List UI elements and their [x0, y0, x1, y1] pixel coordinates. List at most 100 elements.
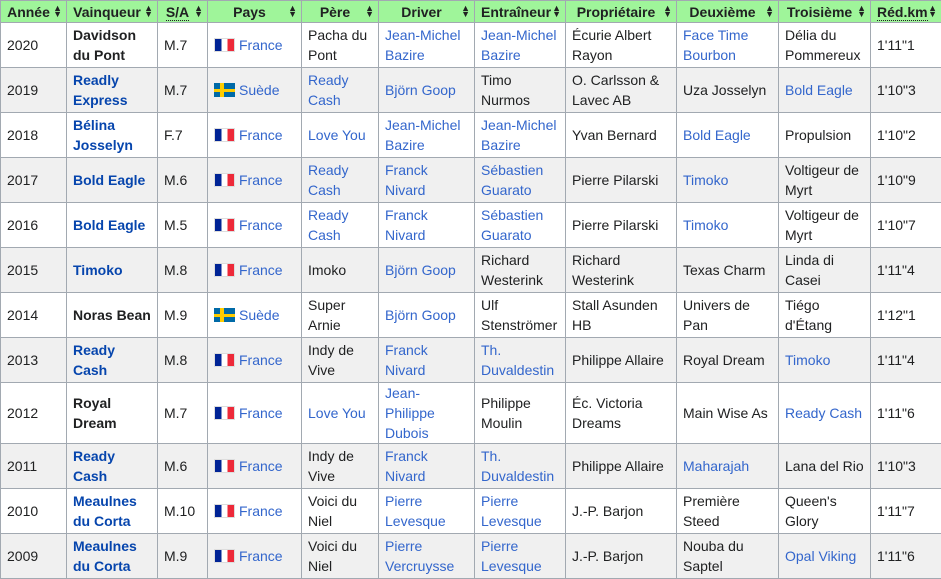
winner-link[interactable]: Timoko	[73, 262, 123, 278]
column-header-sire[interactable]: Père▲▼	[302, 1, 379, 23]
sort-icon[interactable]: ▲▼	[928, 5, 937, 17]
winner-link[interactable]: Bold Eagle	[73, 217, 145, 233]
year-text: 2010	[7, 503, 38, 519]
country-link[interactable]: France	[239, 37, 283, 53]
second-text: Uza Josselyn	[683, 82, 766, 98]
column-header-sex-age[interactable]: S/A▲▼	[158, 1, 208, 23]
sire-link[interactable]: Ready Cash	[308, 207, 348, 243]
winner-link[interactable]: Bold Eagle	[73, 172, 145, 188]
country-link[interactable]: France	[239, 503, 283, 519]
sort-icon[interactable]: ▲▼	[857, 5, 866, 17]
column-header-year[interactable]: Année▲▼	[1, 1, 67, 23]
second-link[interactable]: Maharajah	[683, 458, 749, 474]
cell-second: Uza Josselyn	[677, 68, 779, 113]
cell-country: France	[208, 489, 302, 534]
second-link[interactable]: Timoko	[683, 217, 728, 233]
france-flag-icon	[214, 173, 235, 187]
trainer-link[interactable]: Pierre Levesque	[481, 538, 542, 574]
third-link[interactable]: Timoko	[785, 352, 830, 368]
trainer-link[interactable]: Sébastien Guarato	[481, 162, 543, 198]
column-header-third[interactable]: Troisième▲▼	[779, 1, 871, 23]
cell-third: Délia du Pommereux	[779, 23, 871, 68]
winner-link[interactable]: Ready Cash	[73, 448, 115, 484]
owner-text: Stall Asunden HB	[572, 297, 658, 333]
trainer-link[interactable]: Jean-Michel Bazire	[481, 117, 556, 153]
sort-icon[interactable]: ▲▼	[144, 5, 153, 17]
country-link[interactable]: France	[239, 352, 283, 368]
trainer-link[interactable]: Th. Duvaldestin	[481, 448, 554, 484]
driver-link[interactable]: Pierre Levesque	[385, 493, 446, 529]
trainer-link[interactable]: Pierre Levesque	[481, 493, 542, 529]
second-text: Royal Dream	[683, 352, 765, 368]
driver-link[interactable]: Björn Goop	[385, 82, 456, 98]
cell-second: Timoko	[677, 158, 779, 203]
driver-link[interactable]: Franck Nivard	[385, 448, 428, 484]
winner-link[interactable]: Bélina Josselyn	[73, 117, 133, 153]
cell-trainer: Pierre Levesque	[475, 489, 566, 534]
winner-link[interactable]: Meaulnes du Corta	[73, 538, 137, 574]
column-header-country[interactable]: Pays▲▼	[208, 1, 302, 23]
sire-link[interactable]: Love You	[308, 405, 366, 421]
cell-third: Lana del Rio	[779, 444, 871, 489]
driver-link[interactable]: Franck Nivard	[385, 342, 428, 378]
winner-link[interactable]: Readly Express	[73, 72, 127, 108]
sire-link[interactable]: Ready Cash	[308, 162, 348, 198]
column-header-winner[interactable]: Vainqueur▲▼	[67, 1, 158, 23]
cell-winner: Ready Cash	[67, 444, 158, 489]
cell-driver: Björn Goop	[379, 248, 475, 293]
sire-link[interactable]: Ready Cash	[308, 72, 348, 108]
second-link[interactable]: Bold Eagle	[683, 127, 751, 143]
sort-icon[interactable]: ▲▼	[53, 5, 62, 17]
country-link[interactable]: France	[239, 262, 283, 278]
trainer-link[interactable]: Sébastien Guarato	[481, 207, 543, 243]
column-header-driver[interactable]: Driver▲▼	[379, 1, 475, 23]
driver-link[interactable]: Jean-Philippe Dubois	[385, 385, 435, 441]
driver-link[interactable]: Björn Goop	[385, 307, 456, 323]
country-link[interactable]: France	[239, 127, 283, 143]
cell-sex-age: M.6	[158, 444, 208, 489]
country-link[interactable]: Suède	[239, 82, 279, 98]
third-link[interactable]: Bold Eagle	[785, 82, 853, 98]
column-header-trainer[interactable]: Entraîneur▲▼	[475, 1, 566, 23]
driver-link[interactable]: Franck Nivard	[385, 162, 428, 198]
column-header-reduction-km[interactable]: Réd.km▲▼	[871, 1, 941, 23]
cell-third: Opal Viking	[779, 534, 871, 579]
country-link[interactable]: Suède	[239, 307, 279, 323]
country-link[interactable]: France	[239, 405, 283, 421]
driver-link[interactable]: Björn Goop	[385, 262, 456, 278]
cell-sex-age: M.5	[158, 203, 208, 248]
column-header-label: Propriétaire	[577, 4, 656, 20]
cell-sire: Ready Cash	[302, 68, 379, 113]
cell-third: Bold Eagle	[779, 68, 871, 113]
year-text: 2020	[7, 37, 38, 53]
third-link[interactable]: Ready Cash	[785, 405, 862, 421]
driver-link[interactable]: Pierre Vercruysse	[385, 538, 454, 574]
country-link[interactable]: France	[239, 217, 283, 233]
winner-link[interactable]: Meaulnes du Corta	[73, 493, 137, 529]
sort-icon[interactable]: ▲▼	[461, 5, 470, 17]
column-header-second[interactable]: Deuxième▲▼	[677, 1, 779, 23]
winner-link[interactable]: Ready Cash	[73, 342, 115, 378]
driver-link[interactable]: Jean-Michel Bazire	[385, 27, 460, 63]
second-link[interactable]: Timoko	[683, 172, 728, 188]
sort-icon[interactable]: ▲▼	[552, 5, 561, 17]
trainer-link[interactable]: Th. Duvaldestin	[481, 342, 554, 378]
sort-icon[interactable]: ▲▼	[288, 5, 297, 17]
france-flag-icon	[214, 504, 235, 518]
sort-icon[interactable]: ▲▼	[765, 5, 774, 17]
driver-link[interactable]: Jean-Michel Bazire	[385, 117, 460, 153]
sort-icon[interactable]: ▲▼	[663, 5, 672, 17]
second-link[interactable]: Face Time Bourbon	[683, 27, 748, 63]
trainer-link[interactable]: Jean-Michel Bazire	[481, 27, 556, 63]
driver-link[interactable]: Franck Nivard	[385, 207, 428, 243]
cell-second: Royal Dream	[677, 338, 779, 383]
cell-owner: Pierre Pilarski	[566, 158, 677, 203]
sire-link[interactable]: Love You	[308, 127, 366, 143]
country-link[interactable]: France	[239, 458, 283, 474]
sort-icon[interactable]: ▲▼	[194, 5, 203, 17]
country-link[interactable]: France	[239, 172, 283, 188]
column-header-owner[interactable]: Propriétaire ▲▼	[566, 1, 677, 23]
trainer-text: Ulf Stenströmer	[481, 297, 557, 333]
sort-icon[interactable]: ▲▼	[365, 5, 374, 17]
